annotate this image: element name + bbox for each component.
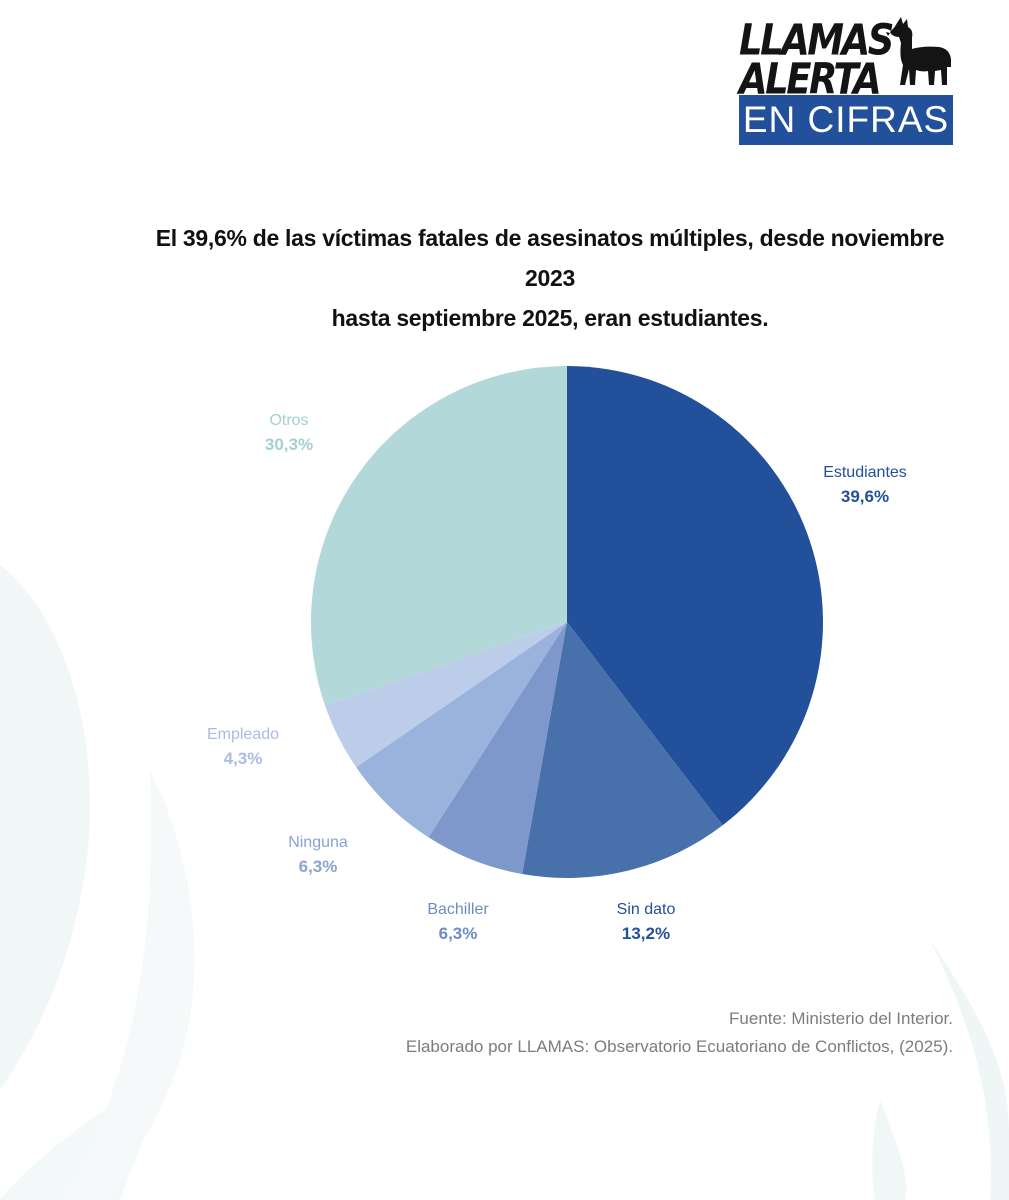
slice-value-ninguna: 6,3%: [299, 857, 338, 876]
credit-note: Elaborado por LLAMAS: Observatorio Ecuat…: [405, 1037, 953, 1056]
slice-label-empleado: Empleado: [207, 726, 279, 743]
pie-slice-empleado: [325, 622, 567, 768]
logo-wordmark: LLAMAS ALERTA: [739, 15, 899, 104]
slice-value-estudiantes: 39,6%: [841, 487, 889, 506]
slice-label-otros: Otros: [269, 412, 308, 429]
chart-title-line-2: hasta septiembre 2025, eran estudiantes.: [331, 305, 769, 331]
logo-line-1: LLAMAS: [739, 15, 894, 65]
pie-slice-sin-dato: [522, 622, 723, 879]
slice-value-empleado: 4,3%: [224, 749, 263, 768]
logo-line-2: ALERTA: [739, 54, 882, 104]
slice-label-estudiantes: Estudiantes: [823, 464, 907, 481]
pie-slice-estudiantes: [567, 366, 823, 826]
pie-slice-bachiller: [428, 622, 567, 875]
chart-title: El 39,6% de las víctimas fatales de ases…: [140, 218, 960, 338]
en-cifras-band: EN CIFRAS: [739, 95, 953, 145]
pie-slice-ninguna: [356, 622, 567, 838]
slice-value-otros: 30,3%: [265, 435, 313, 454]
footer: Fuente: Ministerio del Interior. Elabora…: [406, 1005, 953, 1061]
slice-label-ninguna: Ninguna: [288, 834, 348, 851]
slice-label-sin-dato: Sin dato: [617, 901, 676, 918]
chart-title-line-1: El 39,6% de las víctimas fatales de ases…: [155, 225, 945, 291]
slice-value-bachiller: 6,3%: [439, 924, 478, 943]
source-note: Fuente: Ministerio del Interior.: [729, 1009, 953, 1028]
llama-icon: [886, 17, 951, 85]
llamas-alerta-logo: LLAMAS ALERTA EN CIFRAS: [735, 15, 957, 149]
pie-slice-otros: [311, 366, 567, 706]
slice-value-sin-dato: 13,2%: [622, 924, 670, 943]
slice-label-bachiller: Bachiller: [427, 901, 489, 918]
